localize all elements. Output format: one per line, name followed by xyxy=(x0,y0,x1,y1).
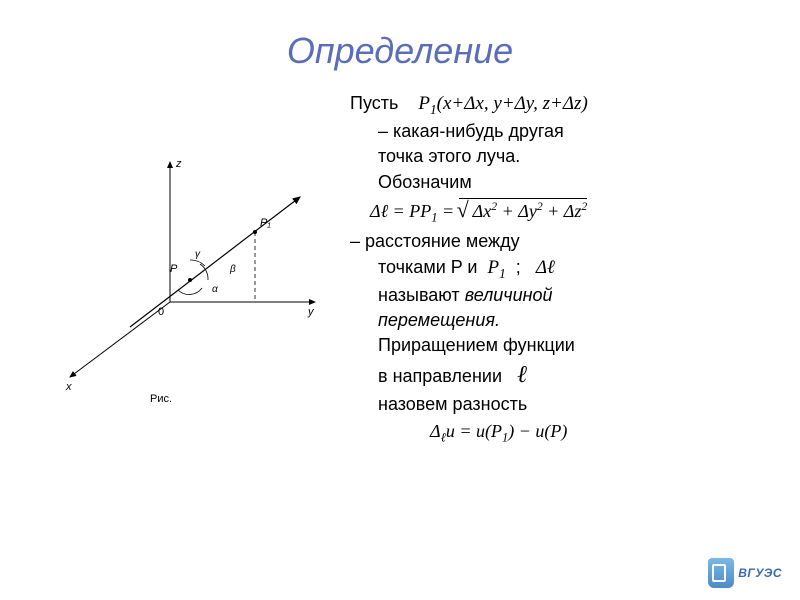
line-7: называют xyxy=(378,285,460,305)
sym-p1: P1 xyxy=(488,257,506,278)
axis-x-label: x xyxy=(65,381,72,393)
line-3: точка этого луча. xyxy=(350,145,770,168)
line-10a: в направлении xyxy=(378,366,502,386)
sym-semi: ; xyxy=(516,257,521,277)
point-p1-label: P₁ xyxy=(260,217,271,229)
line-9: Приращением функции xyxy=(350,334,770,357)
diagram-caption: Рис. xyxy=(150,393,172,405)
logo: ВГУЭС xyxy=(708,558,782,588)
page-title: Определение xyxy=(0,0,800,92)
formula-distance: Δℓ = PP1 = Δx2 + Δy2 + Δz2 xyxy=(370,198,770,226)
formula-du: Δℓu = u(P1) − u(P) xyxy=(430,420,770,446)
line-7i: величиной xyxy=(465,285,553,305)
line-4: Обозначим xyxy=(350,171,770,194)
angle-alpha: α xyxy=(212,284,218,295)
line-8i: перемещения. xyxy=(350,309,770,332)
line-2: – какая-нибудь другая xyxy=(350,120,770,143)
intro-word: Пусть xyxy=(350,93,398,113)
sym-l: ℓ xyxy=(517,362,527,388)
angle-beta: β xyxy=(229,264,236,275)
formula-p1: P1(x+Δx, y+Δy, z+Δz) xyxy=(418,93,587,114)
angle-gamma: γ xyxy=(195,249,201,260)
logo-text: ВГУЭС xyxy=(738,566,782,580)
line-11: назовем разность xyxy=(350,393,770,416)
diagram-container: z y x 0 P P₁ α β γ Рис. xyxy=(30,92,340,450)
sym-dl: Δℓ xyxy=(536,257,555,278)
coord-diagram: z y x 0 P P₁ α β γ Рис. xyxy=(30,152,330,412)
line-6a: точками P и xyxy=(378,257,477,277)
point-p-label: P xyxy=(170,263,178,275)
origin-label: 0 xyxy=(158,306,164,318)
line-5: – расстояние между xyxy=(350,230,770,253)
axis-z-label: z xyxy=(175,158,182,170)
text-column: Пусть P1(x+Δx, y+Δy, z+Δz) – какая-нибуд… xyxy=(340,92,770,450)
axis-y-label: y xyxy=(307,306,315,318)
content-row: z y x 0 P P₁ α β γ Рис. Пусть P1(x+Δx, y… xyxy=(0,92,800,450)
logo-icon xyxy=(708,558,734,588)
